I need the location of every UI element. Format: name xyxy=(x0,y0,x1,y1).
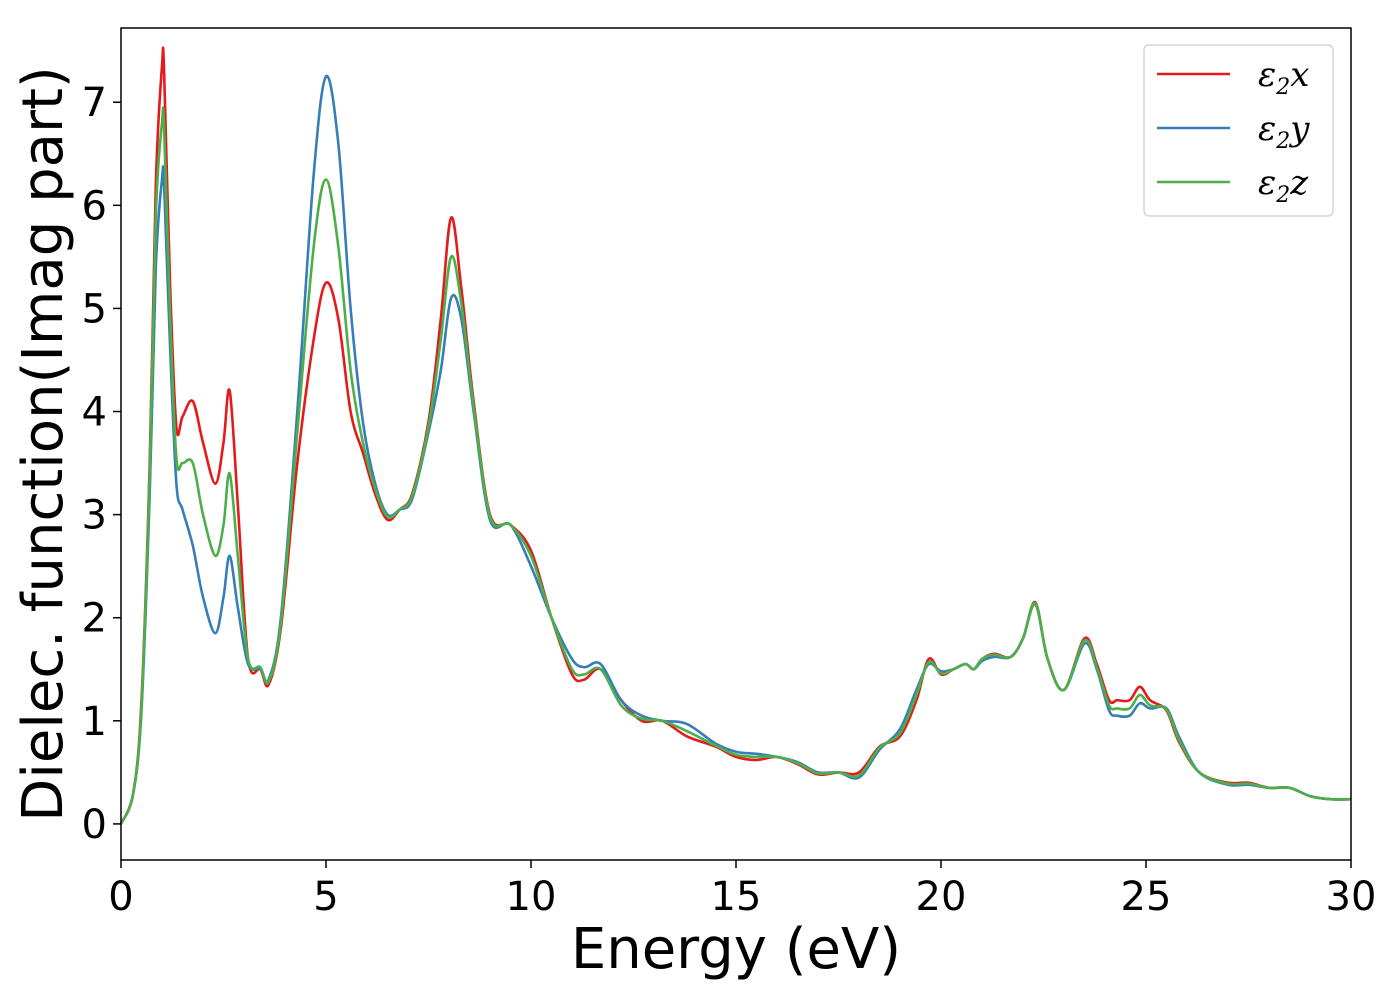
y-axis-title: Dielec. function(Imag part) xyxy=(11,66,76,822)
x-tick-label: 30 xyxy=(1326,874,1377,920)
legend-frame xyxy=(1143,44,1334,217)
y-tick-label: 1 xyxy=(82,699,107,745)
legend: ε2x ε2y ε2z xyxy=(1143,44,1334,217)
x-tick-label: 10 xyxy=(506,874,557,920)
x-tick-label: 0 xyxy=(108,874,133,920)
y-tick-label: 3 xyxy=(82,493,107,539)
y-tick-label: 4 xyxy=(82,390,107,436)
legend-label-z: ε2z xyxy=(1258,163,1309,208)
y-tick-label: 7 xyxy=(82,80,107,126)
x-axis-title: Energy (eV) xyxy=(571,917,901,982)
legend-label-x: ε2x xyxy=(1258,55,1309,100)
ticks-layer: 0 5 10 15 20 25 30 0 1 2 3 4 5 6 7 xyxy=(82,80,1377,920)
x-tick-label: 25 xyxy=(1121,874,1172,920)
y-tick-label: 0 xyxy=(82,802,107,848)
series-line-z xyxy=(119,106,1352,825)
y-tick-label: 6 xyxy=(82,183,107,229)
x-tick-label: 15 xyxy=(711,874,762,920)
x-tick-label: 20 xyxy=(916,874,967,920)
series-layer xyxy=(119,46,1352,825)
y-tick-label: 2 xyxy=(82,596,107,642)
x-tick-label: 5 xyxy=(313,874,338,920)
legend-label-y: ε2y xyxy=(1258,109,1310,154)
y-tick-label: 5 xyxy=(82,286,107,332)
